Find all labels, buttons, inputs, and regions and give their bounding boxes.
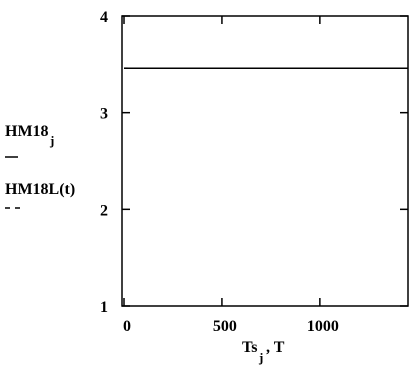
plot-frame [121, 15, 409, 307]
y-tick-label: 3 [100, 106, 108, 123]
x-axis-label-suffix: , T [266, 339, 285, 356]
legend-subscript: j [49, 133, 54, 148]
x-axis-subscript: j [258, 350, 263, 365]
y-tick-label: 1 [100, 299, 108, 316]
x-tick-label: 500 [213, 318, 237, 335]
x-tick-label: 1000 [307, 318, 339, 335]
x-axis-label: Ts [242, 339, 257, 356]
y-tick-label: 2 [100, 202, 108, 219]
legend-label: HM18 [5, 123, 49, 140]
legend-label: HM18L(t) [5, 181, 75, 198]
x-tick-label: 0 [123, 318, 131, 335]
y-tick-label: 4 [100, 9, 108, 26]
